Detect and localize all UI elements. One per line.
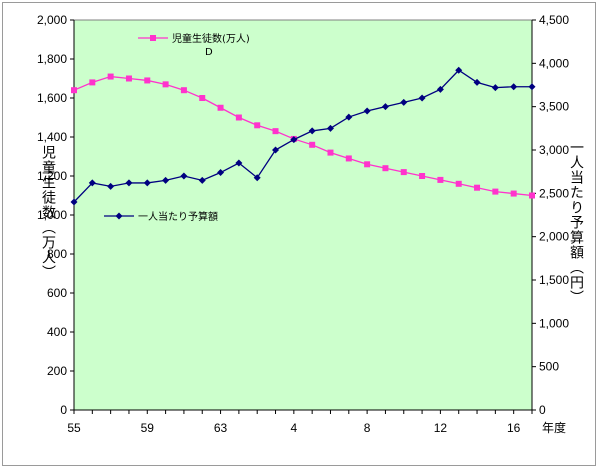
data-point (491, 84, 499, 92)
data-point (492, 188, 499, 195)
data-point (309, 141, 316, 148)
data-point (253, 174, 261, 182)
legend: 児童生徒数(万人) D 一人当たり予算額 (104, 32, 250, 223)
data-point (272, 128, 279, 135)
right-tick-label: 4,000 (539, 56, 569, 70)
left-tick-label: 200 (47, 364, 67, 378)
data-point (180, 172, 188, 180)
x-axis: 55 59 63 4 8 12 16 年度 (67, 410, 566, 435)
data-point (180, 87, 187, 94)
data-point (400, 169, 407, 176)
data-point (235, 114, 242, 121)
legend-marker-0 (150, 35, 156, 41)
data-point (529, 192, 535, 199)
x-tick-label: 12 (434, 421, 448, 435)
left-tick-label: 1,400 (37, 130, 67, 144)
data-point (436, 85, 444, 93)
x-axis-suffix: 年度 (542, 420, 566, 435)
series-line-0 (73, 75, 533, 197)
data-point (381, 103, 389, 111)
data-point (510, 190, 517, 197)
right-tick-label: 1,000 (539, 316, 569, 330)
data-point (345, 113, 353, 121)
data-point (400, 98, 408, 106)
right-axis-label: 一人当たり予算額（円） (568, 140, 584, 305)
x-tick-label: 59 (141, 421, 155, 435)
data-point (326, 124, 334, 132)
data-point (217, 169, 225, 177)
x-tick-label: 8 (364, 421, 371, 435)
data-point (199, 95, 206, 101)
x-tick-label: 16 (507, 421, 521, 435)
data-point (144, 77, 151, 84)
right-axis: 0 500 1,000 1,500 2,000 2,500 3,000 3,500 4,000 4… (532, 13, 569, 417)
legend-label-1: 一人当たり予算額 (138, 210, 218, 223)
data-point (308, 127, 316, 135)
left-axis: 0 200 400 600 800 1,000 1,200 1,400 1,600 1,800 2,… (37, 13, 74, 417)
right-tick-label: 2,000 (539, 230, 569, 244)
data-point (437, 176, 444, 183)
data-point (528, 83, 536, 91)
data-point (418, 94, 426, 102)
legend-label-0: 児童生徒数(万人) (172, 32, 250, 45)
data-point (107, 182, 115, 190)
data-point (290, 136, 298, 144)
left-tick-label: 400 (47, 325, 67, 339)
data-point (510, 83, 518, 91)
left-tick-label: 2,000 (37, 13, 67, 27)
left-tick-label: 1,600 (37, 91, 67, 105)
data-point (455, 180, 462, 187)
right-tick-label: 3,000 (539, 143, 569, 157)
left-tick-label: 800 (47, 247, 67, 261)
annotation: D (205, 47, 213, 58)
data-point (125, 179, 133, 187)
data-point (473, 78, 481, 86)
data-point (235, 159, 243, 167)
left-tick-label: 1,200 (37, 169, 67, 183)
data-point (89, 79, 96, 86)
data-point (254, 122, 261, 129)
right-tick-label: 500 (539, 360, 559, 374)
legend-marker-1 (115, 212, 123, 220)
x-tick-label: 55 (67, 421, 81, 435)
left-tick-label: 0 (60, 403, 67, 417)
data-point (419, 173, 426, 179)
x-tick-label: 4 (290, 421, 297, 435)
data-point (363, 107, 371, 115)
data-point (474, 184, 481, 191)
right-tick-label: 3,500 (539, 100, 569, 114)
data-point (107, 73, 114, 80)
data-point (88, 179, 96, 187)
left-tick-label: 1,000 (37, 208, 67, 222)
plot-area (73, 19, 533, 411)
data-point (364, 161, 371, 168)
left-tick-label: 1,800 (37, 52, 67, 66)
left-axis-label: 児童生徒数（万人） (40, 145, 56, 280)
data-point (162, 81, 169, 88)
data-point (198, 176, 206, 184)
data-point (71, 87, 77, 94)
data-point (345, 155, 352, 162)
right-tick-label: 4,500 (539, 13, 569, 27)
series-layer (70, 66, 536, 206)
data-point (272, 146, 280, 154)
right-tick-label: 0 (539, 403, 546, 417)
data-point (70, 198, 78, 206)
left-tick-label: 600 (47, 286, 67, 300)
right-tick-label: 2,500 (539, 186, 569, 200)
data-point (327, 149, 334, 156)
data-point (382, 165, 389, 172)
x-tick-label: 63 (214, 421, 228, 435)
data-point (143, 179, 151, 187)
right-tick-label: 1,500 (539, 273, 569, 287)
data-point (162, 176, 170, 184)
data-point (455, 66, 463, 74)
data-point (217, 104, 224, 111)
data-point (125, 75, 132, 82)
